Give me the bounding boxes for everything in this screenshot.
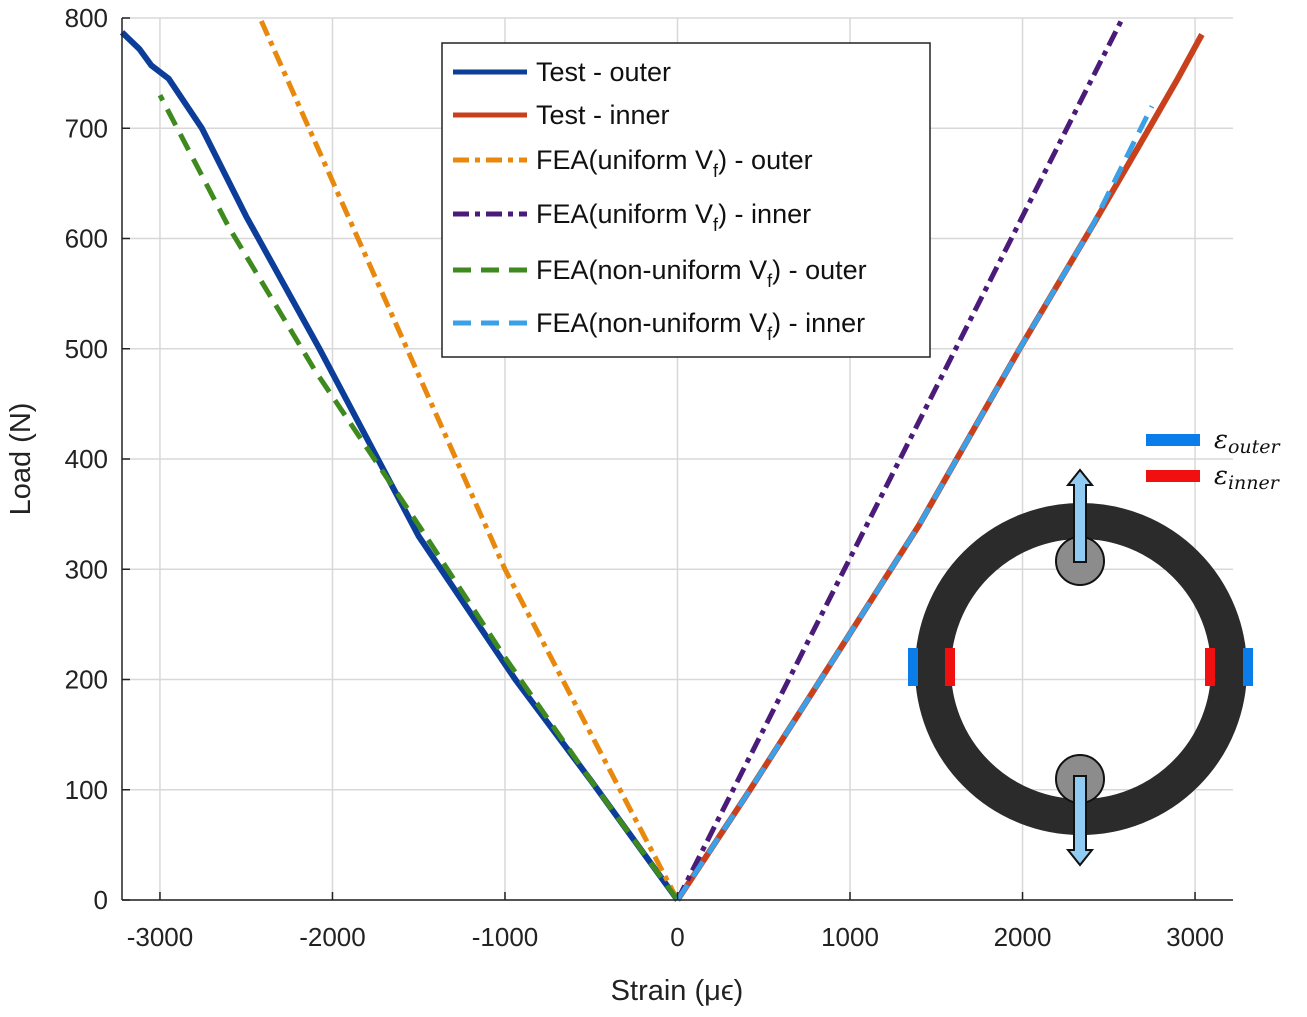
legend: Test - outer Test - inner FEA(uniform Vf) …	[441, 42, 931, 358]
down-arrow-icon	[1065, 775, 1095, 867]
x-tick-label: 1000	[821, 922, 879, 952]
y-tick-label: 500	[65, 334, 108, 364]
y-tick-label: 600	[65, 224, 108, 254]
y-tick-label: 200	[65, 665, 108, 695]
inset-legend-outer-swatch	[1146, 434, 1200, 446]
y-tick-label: 300	[65, 554, 108, 584]
series-lines	[119, 16, 1205, 902]
ring-inset-diagram: εouter εinner	[908, 425, 1282, 867]
legend-label-0: Test - outer	[536, 57, 671, 87]
legend-label-1: Test - inner	[536, 100, 670, 130]
legend-label-5: FEA(non-uniform Vf) - inner	[536, 308, 865, 344]
inset-legend-outer-label: εouter	[1214, 425, 1282, 458]
up-arrow-icon	[1065, 468, 1095, 563]
tick-labels: -3000 -2000 -1000 0 1000 2000 3000 0 100 200 300 40…	[65, 3, 1224, 952]
series-line-5	[675, 105, 1155, 902]
y-tick-label: 800	[65, 3, 108, 33]
outer-gauge-left	[908, 648, 918, 686]
x-tick-label: -3000	[127, 922, 194, 952]
legend-label-4: FEA(non-uniform Vf) - outer	[536, 255, 867, 291]
x-tick-label: 3000	[1166, 922, 1224, 952]
inset-legend-inner-label: εinner	[1214, 461, 1281, 494]
x-tick-label: 2000	[994, 922, 1052, 952]
inset-legend-inner-swatch	[1146, 470, 1200, 482]
series-line-4	[157, 94, 680, 902]
y-tick-label: 400	[65, 444, 108, 474]
inner-gauge-left	[945, 648, 955, 686]
x-tick-label: -2000	[299, 922, 366, 952]
x-axis-label: Strain (μϵ)	[611, 975, 744, 1007]
inner-gauge-right	[1205, 648, 1215, 686]
y-tick-label: 700	[65, 113, 108, 143]
series-line-0	[119, 30, 680, 902]
y-axis-label: Load (N)	[5, 403, 37, 516]
legend-label-3: FEA(uniform Vf) - inner	[536, 199, 811, 235]
legend-label-2: FEA(uniform Vf) - outer	[536, 145, 813, 181]
legend-box	[441, 42, 931, 358]
y-tick-label: 0	[94, 885, 108, 915]
y-tick-label: 100	[65, 775, 108, 805]
series-line-2	[257, 16, 680, 902]
x-tick-label: 0	[670, 922, 684, 952]
axes	[121, 17, 1233, 901]
x-tick-label: -1000	[472, 922, 539, 952]
outer-gauge-right	[1243, 648, 1253, 686]
